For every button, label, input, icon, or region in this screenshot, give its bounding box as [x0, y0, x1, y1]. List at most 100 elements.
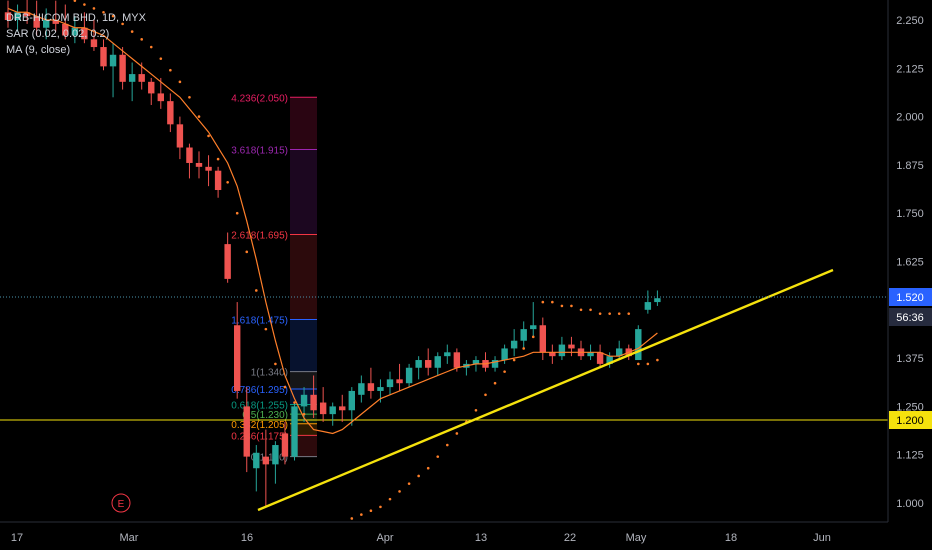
candle — [14, 4, 21, 32]
sar-dot — [302, 412, 306, 416]
price-tick-label: 1.750 — [896, 208, 924, 220]
sar-indicator-label[interactable]: SAR (0.02, 0.02, 0.2) — [6, 28, 110, 40]
candle-body — [138, 74, 145, 82]
candle-body — [253, 452, 260, 469]
sar-dot — [541, 300, 545, 304]
candle-body — [119, 54, 126, 82]
candle-body — [472, 360, 480, 364]
candle — [310, 375, 317, 418]
sar-dot — [188, 95, 191, 99]
fib-level-label: 0.5(1.230) — [242, 410, 288, 421]
candle — [157, 77, 164, 109]
sar-dot — [484, 393, 487, 397]
trendline[interactable] — [257, 268, 834, 512]
candle — [214, 166, 222, 198]
candle-body — [272, 445, 279, 465]
candle-body — [453, 352, 461, 368]
fib-zone — [290, 404, 317, 415]
candle — [491, 356, 499, 372]
sar-dot — [426, 466, 430, 470]
candle — [367, 367, 375, 399]
chart-legend: DRB-HICOM BHD, 1D, MYX SAR (0.02, 0.02, … — [6, 10, 146, 58]
sar-dot — [254, 289, 258, 292]
candle — [90, 20, 98, 51]
fib-zone — [290, 234, 317, 320]
sar-dot — [369, 509, 373, 513]
time-axis[interactable] — [0, 522, 888, 550]
candle-body — [310, 394, 317, 411]
candles — [4, 0, 661, 507]
candle-body — [396, 379, 403, 384]
candle-body — [386, 379, 394, 388]
candle — [396, 363, 403, 391]
candle-body — [167, 101, 174, 125]
candle-body — [444, 352, 451, 357]
fib-zone — [290, 149, 317, 235]
candle-body — [81, 27, 88, 40]
sar-dot — [551, 300, 554, 304]
candle-body — [128, 74, 136, 82]
candle — [4, 0, 12, 28]
hline-tag: 1.200 — [889, 411, 932, 429]
candle-body — [214, 170, 222, 191]
time-tick-label: 18 — [725, 532, 737, 544]
countdown-tag-bg — [889, 308, 932, 326]
sar-dot — [656, 358, 659, 362]
candle-body — [243, 406, 250, 457]
candle-body — [262, 456, 270, 465]
candle-body — [425, 360, 432, 368]
time-tick-label: 16 — [241, 532, 253, 544]
candle-body — [205, 166, 212, 171]
sar-dot — [503, 370, 506, 373]
sar-dot — [360, 513, 363, 516]
sar-dot — [245, 250, 249, 254]
candle-body — [62, 23, 69, 36]
candle-body — [377, 387, 384, 391]
candle — [205, 155, 212, 187]
fibonacci-extension[interactable]: 4.236(2.050) 3.618(1.915) 2.618(1.695) 1.61… — [231, 93, 317, 464]
time-tick-label: 13 — [475, 532, 487, 544]
price-tick-label: 1.125 — [896, 450, 924, 462]
price-axis[interactable] — [888, 0, 932, 522]
candle — [224, 232, 231, 283]
candle-body — [100, 47, 107, 67]
symbol-title[interactable]: DRB-HICOM BHD, 1D, MYX — [6, 12, 146, 24]
candle — [405, 363, 413, 388]
sar-dot — [560, 304, 564, 308]
price-tick-label: 2.000 — [896, 112, 924, 124]
sar-dots — [73, 0, 659, 520]
fib-level-label: 0.236(1.175) — [231, 431, 288, 442]
candle — [109, 43, 117, 98]
candle — [176, 116, 184, 160]
sar-dot — [130, 30, 134, 33]
candle — [262, 429, 270, 507]
candle — [128, 62, 136, 102]
candle — [444, 344, 451, 364]
sar-dot — [149, 45, 153, 49]
sar-dot — [216, 157, 220, 161]
fib-level-label: 0.618(1.255) — [231, 400, 288, 411]
candle — [329, 402, 336, 426]
fib-level-label: 0.382(1.205) — [231, 420, 288, 431]
candle-body — [23, 12, 31, 17]
price-tag-bg — [889, 288, 932, 306]
candle-body — [558, 344, 566, 357]
candle — [43, 8, 50, 40]
candle-body — [148, 81, 155, 94]
candle — [386, 371, 394, 395]
countdown-tag: 56:36 — [889, 308, 932, 326]
candle-body — [348, 390, 355, 411]
candle — [434, 352, 441, 376]
candle — [348, 387, 355, 426]
sar-dot — [436, 455, 440, 458]
sar-dot — [407, 482, 411, 485]
earnings-marker[interactable]: E — [111, 493, 131, 513]
ma-indicator-label[interactable]: MA (9, close) — [6, 44, 71, 56]
time-axis-labels: 17 Mar 16 Apr 13 22 May 18 Jun — [11, 532, 831, 544]
candle-body — [616, 348, 623, 357]
sar-dot — [398, 490, 401, 493]
candle — [234, 302, 241, 399]
ma-polyline — [7, 7, 658, 435]
sar-dot — [235, 211, 239, 215]
